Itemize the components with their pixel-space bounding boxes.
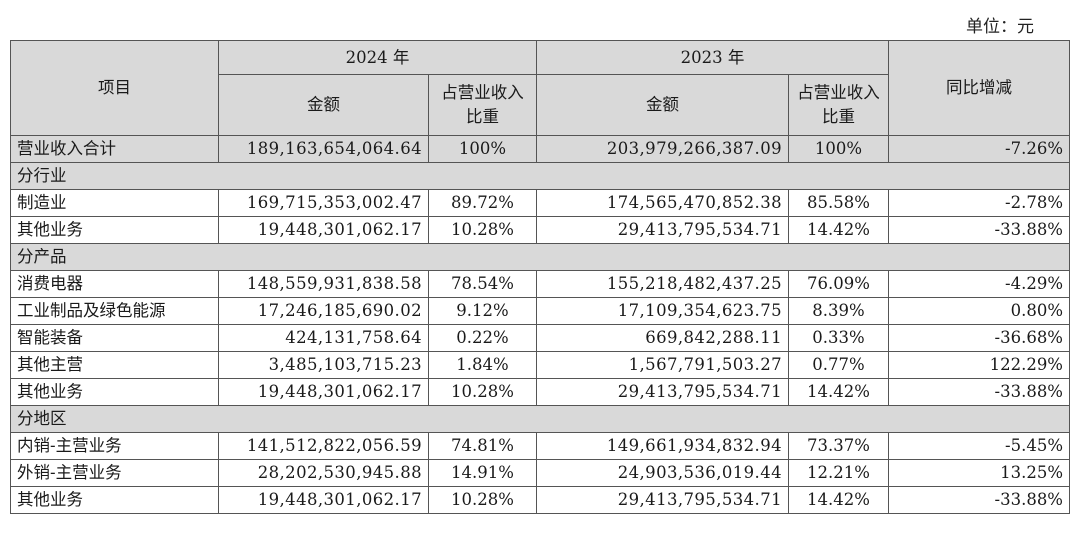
share-2024: 10.28% xyxy=(428,486,537,514)
table-row: 内销-主营业务 141,512,822,056.59 74.81% 149,66… xyxy=(10,432,1070,460)
revenue-table: 项目 2024 年 2023 年 同比增减 金额 占营业收入比重 金额 占营业收… xyxy=(10,40,1070,514)
amount-2023: 29,413,795,534.71 xyxy=(536,216,789,244)
amount-2024: 169,715,353,002.47 xyxy=(218,189,429,217)
table-row: 其他业务 19,448,301,062.17 10.28% 29,413,795… xyxy=(10,216,1070,244)
section-title: 分产品 xyxy=(10,243,1070,271)
table-row: 其他业务 19,448,301,062.17 10.28% 29,413,795… xyxy=(10,486,1070,514)
yoy-change: 13.25% xyxy=(888,459,1070,487)
table-row: 智能装备 424,131,758.64 0.22% 669,842,288.11… xyxy=(10,324,1070,352)
row-label: 消费电器 xyxy=(10,270,219,298)
header-year-2024: 2024 年 xyxy=(218,40,537,75)
row-label: 其他业务 xyxy=(10,486,219,514)
unit-label: 单位：元 xyxy=(966,17,1034,37)
yoy-change: 122.29% xyxy=(888,351,1070,379)
amount-2023: 174,565,470,852.38 xyxy=(536,189,789,217)
yoy-change: -36.68% xyxy=(888,324,1070,352)
table-row: 消费电器 148,559,931,838.58 78.54% 155,218,4… xyxy=(10,270,1070,298)
share-2024: 74.81% xyxy=(428,432,537,460)
yoy-change: -33.88% xyxy=(888,486,1070,514)
share-2024: 100% xyxy=(428,135,537,163)
amount-2023: 155,218,482,437.25 xyxy=(536,270,789,298)
share-2023: 73.37% xyxy=(788,432,889,460)
row-label: 其他业务 xyxy=(10,378,219,406)
amount-2023: 29,413,795,534.71 xyxy=(536,486,789,514)
share-2024: 1.84% xyxy=(428,351,537,379)
share-2024: 9.12% xyxy=(428,297,537,325)
share-2023: 0.77% xyxy=(788,351,889,379)
amount-2023: 149,661,934,832.94 xyxy=(536,432,789,460)
header-item: 项目 xyxy=(10,40,219,136)
share-2023: 100% xyxy=(788,135,889,163)
amount-2023: 24,903,536,019.44 xyxy=(536,459,789,487)
row-label: 工业制品及绿色能源 xyxy=(10,297,219,325)
yoy-change: 0.80% xyxy=(888,297,1070,325)
share-2024: 10.28% xyxy=(428,216,537,244)
section-title: 分地区 xyxy=(10,405,1070,433)
amount-2024: 148,559,931,838.58 xyxy=(218,270,429,298)
share-2023: 0.33% xyxy=(788,324,889,352)
share-2024: 10.28% xyxy=(428,378,537,406)
section-title: 分行业 xyxy=(10,162,1070,190)
yoy-change: -33.88% xyxy=(888,216,1070,244)
share-2023: 8.39% xyxy=(788,297,889,325)
header-share-2023: 占营业收入比重 xyxy=(788,74,889,136)
row-label: 其他业务 xyxy=(10,216,219,244)
row-label: 智能装备 xyxy=(10,324,219,352)
amount-2024: 3,485,103,715.23 xyxy=(218,351,429,379)
share-2023: 14.42% xyxy=(788,378,889,406)
amount-2024: 19,448,301,062.17 xyxy=(218,216,429,244)
yoy-change: -33.88% xyxy=(888,378,1070,406)
row-label: 其他主营 xyxy=(10,351,219,379)
table-row: 其他业务 19,448,301,062.17 10.28% 29,413,795… xyxy=(10,378,1070,406)
table-header: 项目 2024 年 2023 年 同比增减 金额 占营业收入比重 金额 占营业收… xyxy=(10,40,1070,136)
table-row: 工业制品及绿色能源 17,246,185,690.02 9.12% 17,109… xyxy=(10,297,1070,325)
share-2024: 78.54% xyxy=(428,270,537,298)
section-row: 分行业 xyxy=(10,162,1070,190)
amount-2024: 141,512,822,056.59 xyxy=(218,432,429,460)
yoy-change: -4.29% xyxy=(888,270,1070,298)
share-2023: 14.42% xyxy=(788,486,889,514)
share-2023: 14.42% xyxy=(788,216,889,244)
header-share-2024: 占营业收入比重 xyxy=(428,74,537,136)
share-2024: 14.91% xyxy=(428,459,537,487)
row-label: 营业收入合计 xyxy=(10,135,219,163)
amount-2024: 17,246,185,690.02 xyxy=(218,297,429,325)
table-row: 外销-主营业务 28,202,530,945.88 14.91% 24,903,… xyxy=(10,459,1070,487)
amount-2024: 189,163,654,064.64 xyxy=(218,135,429,163)
share-2023: 76.09% xyxy=(788,270,889,298)
table-row: 制造业 169,715,353,002.47 89.72% 174,565,47… xyxy=(10,189,1070,217)
yoy-change: -2.78% xyxy=(888,189,1070,217)
share-2024: 0.22% xyxy=(428,324,537,352)
row-label: 内销-主营业务 xyxy=(10,432,219,460)
header-amount-2024: 金额 xyxy=(218,74,429,136)
amount-2023: 203,979,266,387.09 xyxy=(536,135,789,163)
amount-2024: 424,131,758.64 xyxy=(218,324,429,352)
row-label: 制造业 xyxy=(10,189,219,217)
header-year-2023: 2023 年 xyxy=(536,40,889,75)
total-row: 营业收入合计 189,163,654,064.64 100% 203,979,2… xyxy=(10,135,1070,163)
amount-2024: 28,202,530,945.88 xyxy=(218,459,429,487)
header-amount-2023: 金额 xyxy=(536,74,789,136)
section-row: 分地区 xyxy=(10,405,1070,433)
amount-2023: 669,842,288.11 xyxy=(536,324,789,352)
share-2023: 85.58% xyxy=(788,189,889,217)
share-2024: 89.72% xyxy=(428,189,537,217)
amount-2023: 29,413,795,534.71 xyxy=(536,378,789,406)
row-label: 外销-主营业务 xyxy=(10,459,219,487)
header-yoy: 同比增减 xyxy=(888,40,1070,136)
amount-2024: 19,448,301,062.17 xyxy=(218,378,429,406)
share-2023: 12.21% xyxy=(788,459,889,487)
yoy-change: -5.45% xyxy=(888,432,1070,460)
table-row: 其他主营 3,485,103,715.23 1.84% 1,567,791,50… xyxy=(10,351,1070,379)
yoy-change: -7.26% xyxy=(888,135,1070,163)
section-row: 分产品 xyxy=(10,243,1070,271)
amount-2024: 19,448,301,062.17 xyxy=(218,486,429,514)
amount-2023: 1,567,791,503.27 xyxy=(536,351,789,379)
amount-2023: 17,109,354,623.75 xyxy=(536,297,789,325)
